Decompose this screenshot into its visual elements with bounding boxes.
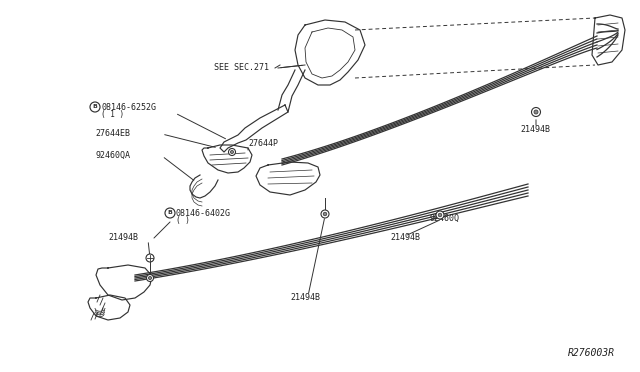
Circle shape — [147, 275, 154, 282]
Text: 08146-6402G: 08146-6402G — [176, 208, 231, 218]
Text: 92460QA: 92460QA — [95, 151, 130, 160]
Polygon shape — [220, 105, 288, 152]
Text: B: B — [168, 211, 172, 215]
Text: ( 1 ): ( 1 ) — [101, 110, 124, 119]
Text: 27644P: 27644P — [248, 138, 278, 148]
Text: 21494B: 21494B — [290, 294, 320, 302]
Circle shape — [438, 213, 442, 217]
Polygon shape — [256, 162, 320, 195]
Circle shape — [146, 254, 154, 262]
Text: SEE SEC.271: SEE SEC.271 — [214, 64, 269, 73]
Polygon shape — [88, 295, 130, 320]
Circle shape — [228, 148, 236, 155]
Polygon shape — [592, 15, 625, 65]
Text: ( ): ( ) — [176, 217, 190, 225]
Polygon shape — [295, 20, 365, 85]
Text: 92460Q: 92460Q — [430, 214, 460, 222]
Text: 21494B: 21494B — [108, 234, 138, 243]
Circle shape — [531, 108, 541, 116]
Text: 27644EB: 27644EB — [95, 128, 130, 138]
Circle shape — [230, 150, 234, 154]
Text: B: B — [93, 105, 97, 109]
Text: R276003R: R276003R — [568, 348, 615, 358]
Text: 21494B: 21494B — [520, 125, 550, 135]
Circle shape — [165, 208, 175, 218]
Circle shape — [436, 211, 444, 219]
Circle shape — [321, 210, 329, 218]
Circle shape — [148, 276, 152, 280]
Circle shape — [323, 212, 327, 216]
Text: 08146-6252G: 08146-6252G — [101, 103, 156, 112]
Polygon shape — [96, 265, 152, 300]
Polygon shape — [202, 145, 252, 173]
Circle shape — [534, 110, 538, 114]
Circle shape — [90, 102, 100, 112]
Text: 21494B: 21494B — [390, 234, 420, 243]
